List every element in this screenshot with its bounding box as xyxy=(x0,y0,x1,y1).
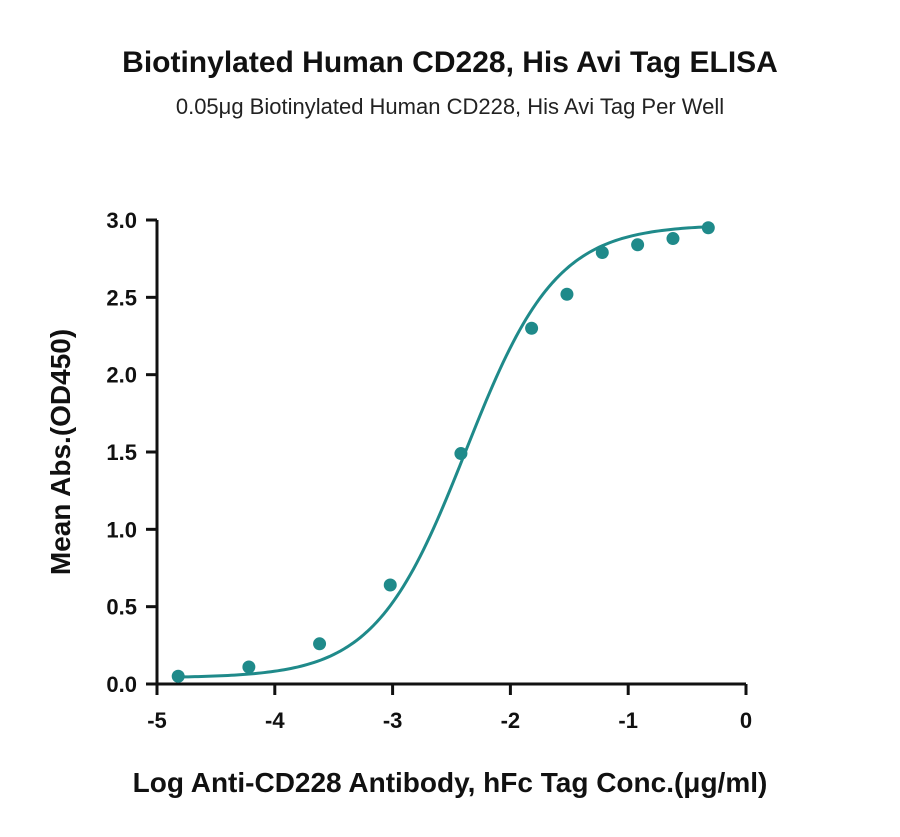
data-point xyxy=(525,321,539,335)
data-point xyxy=(701,221,715,235)
data-points xyxy=(171,221,715,683)
x-tick-label: 0 xyxy=(740,708,752,733)
y-tick-label: 1.0 xyxy=(106,517,137,542)
data-point xyxy=(171,669,185,683)
chart-subtitle: 0.05μg Biotinylated Human CD228, His Avi… xyxy=(176,94,724,119)
data-point xyxy=(595,245,609,259)
data-point xyxy=(313,637,327,651)
x-ticks: -5 -4 -3 -2 -1 0 xyxy=(147,684,752,733)
y-tick-label: 1.5 xyxy=(106,440,137,465)
plot-area: 0.0 0.5 1.0 1.5 2.0 2.5 3.0 -5 -4 -3 -2 -1 0 xyxy=(106,208,752,733)
y-tick-label: 2.0 xyxy=(106,363,137,388)
data-point xyxy=(560,287,574,301)
fit-curve xyxy=(178,225,709,679)
y-tick-label: 3.0 xyxy=(106,208,137,233)
data-point xyxy=(631,238,645,252)
y-tick-label: 2.5 xyxy=(106,285,137,310)
x-tick-label: -5 xyxy=(147,708,167,733)
x-tick-label: -2 xyxy=(501,708,521,733)
x-axis-title: Log Anti-CD228 Antibody, hFc Tag Conc.(μ… xyxy=(133,767,768,798)
data-point xyxy=(454,447,468,461)
chart-title: Biotinylated Human CD228, His Avi Tag EL… xyxy=(122,46,778,79)
data-point xyxy=(242,660,256,674)
y-axis-title: Mean Abs.(OD450) xyxy=(45,329,76,575)
x-tick-label: -4 xyxy=(265,708,285,733)
x-tick-label: -1 xyxy=(618,708,638,733)
x-tick-label: -3 xyxy=(383,708,403,733)
y-ticks: 0.0 0.5 1.0 1.5 2.0 2.5 3.0 xyxy=(106,208,157,697)
y-tick-label: 0.5 xyxy=(106,595,137,620)
data-point xyxy=(383,578,397,592)
y-tick-label: 0.0 xyxy=(106,672,137,697)
data-point xyxy=(666,232,680,246)
